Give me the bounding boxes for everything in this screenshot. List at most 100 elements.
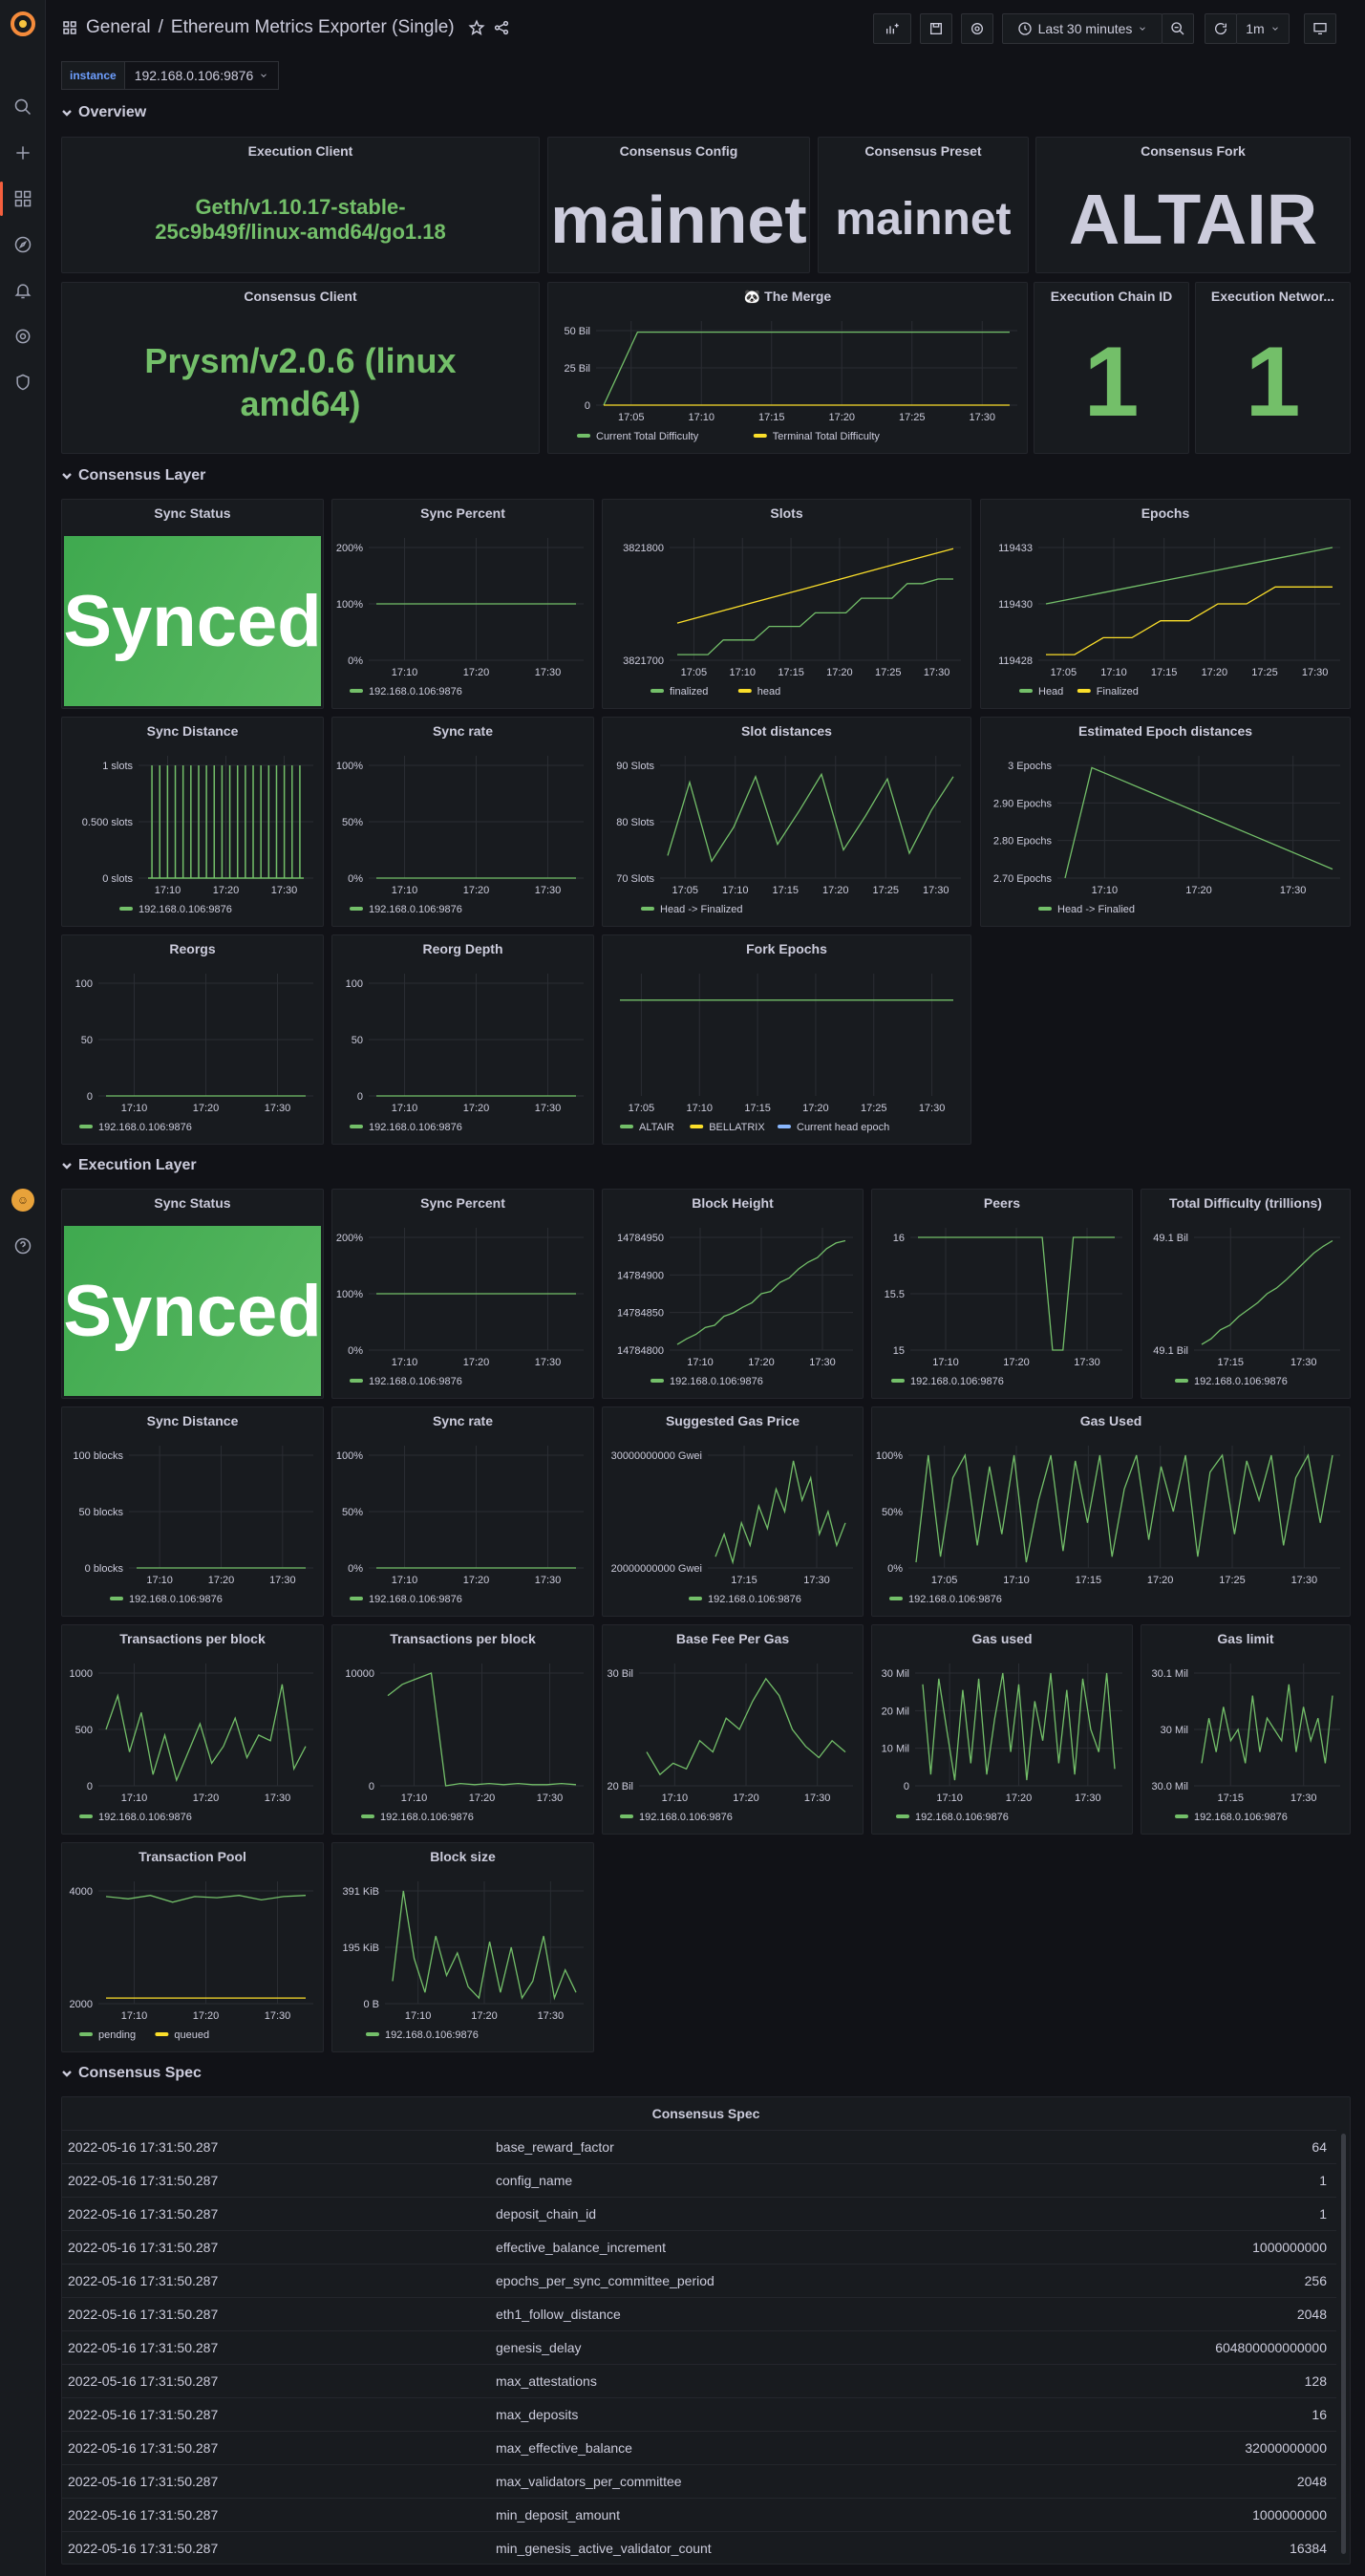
- legend-item[interactable]: 192.168.0.106:9876: [98, 1122, 192, 1133]
- legend-item[interactable]: Head -> Finalied: [1057, 904, 1135, 915]
- panel-tx-pool[interactable]: Transaction Pool 4000 2000 17:10 17:20 17:30 p…: [61, 1842, 324, 2052]
- row-overview[interactable]: Overview: [61, 101, 146, 124]
- panel-cl-sync-status[interactable]: Sync Status Synced: [61, 499, 324, 709]
- row-consensus-spec[interactable]: Consensus Spec: [61, 2062, 202, 2085]
- panel-epoch-distances[interactable]: Estimated Epoch distances 3 Epochs 2.90 Ep…: [980, 717, 1351, 927]
- search-icon[interactable]: [11, 96, 34, 118]
- legend-item[interactable]: ALTAIR: [639, 1122, 674, 1133]
- explore-compass-icon[interactable]: [11, 233, 34, 256]
- legend-item[interactable]: BELLATRIX: [709, 1122, 765, 1133]
- variable-select-instance[interactable]: 192.168.0.106:9876: [124, 61, 280, 90]
- legend-item[interactable]: finalized: [670, 686, 708, 698]
- panel-gas-limit[interactable]: Gas limit 30.1 Mil 30 Mil 30.0 Mil 17:15 17:3…: [1141, 1624, 1351, 1835]
- chart-el-sync-distance: 100 blocks 50 blocks 0 blocks 17:10 17:20 17:…: [73, 1446, 313, 1605]
- row-consensus-layer[interactable]: Consensus Layer: [61, 464, 205, 487]
- panel-tx-per-block[interactable]: Transactions per block 1000 500 0 17:10 17:20…: [61, 1624, 324, 1835]
- panel-slot-distances[interactable]: Slot distances 90 Slots 80 Slots 70 Slots 17…: [602, 717, 971, 927]
- panel-gas-used-pct[interactable]: Gas Used 100% 50% 0% 17:05 17:10 17:15 17:20 17:…: [871, 1406, 1351, 1617]
- star-icon[interactable]: [468, 19, 485, 36]
- panel-reorgs[interactable]: Reorgs 100 50 0 17:10 17:20 17:30 192.168.0.106…: [61, 934, 324, 1145]
- zoom-out-button[interactable]: [1162, 13, 1194, 44]
- dashboard-title[interactable]: Ethereum Metrics Exporter (Single): [170, 17, 455, 37]
- panel-gas-price[interactable]: Suggested Gas Price 30000000000 Gwei 20000…: [602, 1406, 864, 1617]
- panel-el-sync-rate[interactable]: Sync rate 100% 50% 0% 17:10 17:20 17:30 192.168…: [331, 1406, 594, 1617]
- panel-el-sync-status[interactable]: Sync Status Synced: [61, 1189, 324, 1399]
- panel-consensus-fork[interactable]: Consensus Fork ALTAIR: [1035, 137, 1351, 273]
- legend-item[interactable]: 192.168.0.106:9876: [369, 1122, 462, 1133]
- panel-tx-per-block2[interactable]: Transactions per block 10000 0 17:10 17:20 17…: [331, 1624, 594, 1835]
- create-plus-icon[interactable]: [11, 141, 34, 164]
- panel-base-fee[interactable]: Base Fee Per Gas 30 Bil 20 Bil 17:10 17:20 17…: [602, 1624, 864, 1835]
- panel-slots[interactable]: Slots 3821800 3821700 17:05 17:10 17:15 17:20 1…: [602, 499, 971, 709]
- row-execution-layer[interactable]: Execution Layer: [61, 1154, 197, 1177]
- panel-cl-sync-rate[interactable]: Sync rate 100% 50% 0% 17:10 17:20 17:30 192.168…: [331, 717, 594, 927]
- refresh-interval-picker[interactable]: 1m: [1236, 13, 1290, 44]
- dashboards-icon[interactable]: [11, 187, 34, 210]
- alerting-bell-icon[interactable]: [11, 279, 34, 302]
- panel-consensus-config[interactable]: Consensus Config mainnet: [547, 137, 810, 273]
- refresh-button[interactable]: [1205, 13, 1237, 44]
- table-scrollbar[interactable]: [1341, 2134, 1346, 2554]
- legend-item[interactable]: pending: [98, 2029, 136, 2041]
- legend-item[interactable]: Terminal Total Difficulty: [773, 431, 881, 442]
- legend-item[interactable]: 192.168.0.106:9876: [98, 1812, 192, 1823]
- panel-el-sync-percent[interactable]: Sync Percent 200% 100% 0% 17:10 17:20 17:30 192…: [331, 1189, 594, 1399]
- legend-item[interactable]: head: [757, 686, 780, 698]
- dashboard-settings-button[interactable]: [961, 13, 993, 44]
- legend-item[interactable]: 192.168.0.106:9876: [1194, 1376, 1288, 1387]
- panel-block-height[interactable]: Block Height 14784950 14784900 14784850 1478…: [602, 1189, 864, 1399]
- user-avatar[interactable]: ☺: [11, 1189, 34, 1212]
- panel-total-difficulty[interactable]: Total Difficulty (trillions) 49.1 Bil 49.1…: [1141, 1189, 1351, 1399]
- grafana-logo-icon[interactable]: [9, 10, 37, 38]
- legend-item[interactable]: 192.168.0.106:9876: [1194, 1812, 1288, 1823]
- panel-merge[interactable]: 🐼 The Merge 50 Bil 25 Bil 0 17:05 17:10 17:15 1…: [547, 282, 1028, 454]
- add-panel-button[interactable]: [873, 13, 911, 44]
- share-icon[interactable]: [493, 19, 510, 36]
- panel-peers[interactable]: Peers 16 15.5 15 17:10 17:20 17:30 192.168.0.10…: [871, 1189, 1133, 1399]
- panel-execution-chain-id[interactable]: Execution Chain ID 1: [1034, 282, 1189, 454]
- legend-item[interactable]: 192.168.0.106:9876: [139, 904, 232, 915]
- panel-execution-network[interactable]: Execution Networ... 1: [1195, 282, 1351, 454]
- panel-reorg-depth[interactable]: Reorg Depth 100 50 0 17:10 17:20 17:30 192.168.…: [331, 934, 594, 1145]
- panel-cl-sync-percent[interactable]: Sync Percent 200% 100% 0% 17:10 17:20 17:30 192…: [331, 499, 594, 709]
- legend-item[interactable]: 192.168.0.106:9876: [369, 686, 462, 698]
- panel-consensus-client[interactable]: Consensus Client Prysm/v2.0.6 (linux amd…: [61, 282, 540, 454]
- panel-consensus-spec-table[interactable]: Consensus Spec 2022-05-16 17:31:50.287 ba…: [61, 2096, 1351, 2565]
- legend-item[interactable]: 192.168.0.106:9876: [129, 1594, 223, 1605]
- panel-execution-client[interactable]: Execution Client Geth/v1.10.17-stable-25…: [61, 137, 540, 273]
- panel-gas-used[interactable]: Gas used 30 Mil 20 Mil 10 Mil 0 17:10 17:20 17:…: [871, 1624, 1133, 1835]
- stat-value: ALTAIR: [1068, 180, 1318, 259]
- legend-item[interactable]: Current head epoch: [797, 1122, 889, 1133]
- configuration-gear-icon[interactable]: [11, 325, 34, 348]
- time-range-picker[interactable]: Last 30 minutes: [1002, 13, 1162, 44]
- panel-fork-epochs[interactable]: Fork Epochs 17:05 17:10 17:15 17:20 17:25 17:3…: [602, 934, 971, 1145]
- save-dashboard-button[interactable]: [920, 13, 952, 44]
- legend-item[interactable]: 192.168.0.106:9876: [910, 1376, 1004, 1387]
- panel-block-size[interactable]: Block size 391 KiB 195 KiB 0 B 17:10 17:20 17:…: [331, 1842, 594, 2052]
- legend-item[interactable]: Head -> Finalized: [660, 904, 743, 915]
- panel-epochs[interactable]: Epochs 119433 119430 119428 17:05 17:10 17:15 1…: [980, 499, 1351, 709]
- panel-cl-sync-distance[interactable]: Sync Distance 1 slots 0.500 slots 0 slots 17…: [61, 717, 324, 927]
- panel-consensus-preset[interactable]: Consensus Preset mainnet: [818, 137, 1029, 273]
- tv-mode-button[interactable]: [1304, 13, 1336, 44]
- legend-item[interactable]: queued: [174, 2029, 209, 2041]
- legend-item[interactable]: 192.168.0.106:9876: [639, 1812, 733, 1823]
- legend-item[interactable]: 192.168.0.106:9876: [915, 1812, 1009, 1823]
- legend-item[interactable]: 192.168.0.106:9876: [385, 2029, 479, 2041]
- legend-item[interactable]: 192.168.0.106:9876: [369, 1594, 462, 1605]
- legend-item[interactable]: 192.168.0.106:9876: [369, 1376, 462, 1387]
- legend-item[interactable]: 192.168.0.106:9876: [908, 1594, 1002, 1605]
- cell-value: 2048: [1296, 2474, 1327, 2489]
- legend-item[interactable]: Current Total Difficulty: [596, 431, 699, 442]
- legend-item[interactable]: 192.168.0.106:9876: [380, 1812, 474, 1823]
- panel-el-sync-distance[interactable]: Sync Distance 100 blocks 50 blocks 0 blocks…: [61, 1406, 324, 1617]
- help-icon[interactable]: [11, 1234, 34, 1257]
- server-admin-shield-icon[interactable]: [11, 371, 34, 394]
- legend-item[interactable]: Head: [1038, 686, 1063, 698]
- legend-item[interactable]: 192.168.0.106:9876: [670, 1376, 763, 1387]
- legend-item[interactable]: Finalized: [1097, 686, 1139, 698]
- legend-item[interactable]: 192.168.0.106:9876: [369, 904, 462, 915]
- breadcrumb-folder[interactable]: General: [86, 17, 151, 37]
- y-tick-label: 0%: [348, 1345, 363, 1357]
- legend-item[interactable]: 192.168.0.106:9876: [708, 1594, 801, 1605]
